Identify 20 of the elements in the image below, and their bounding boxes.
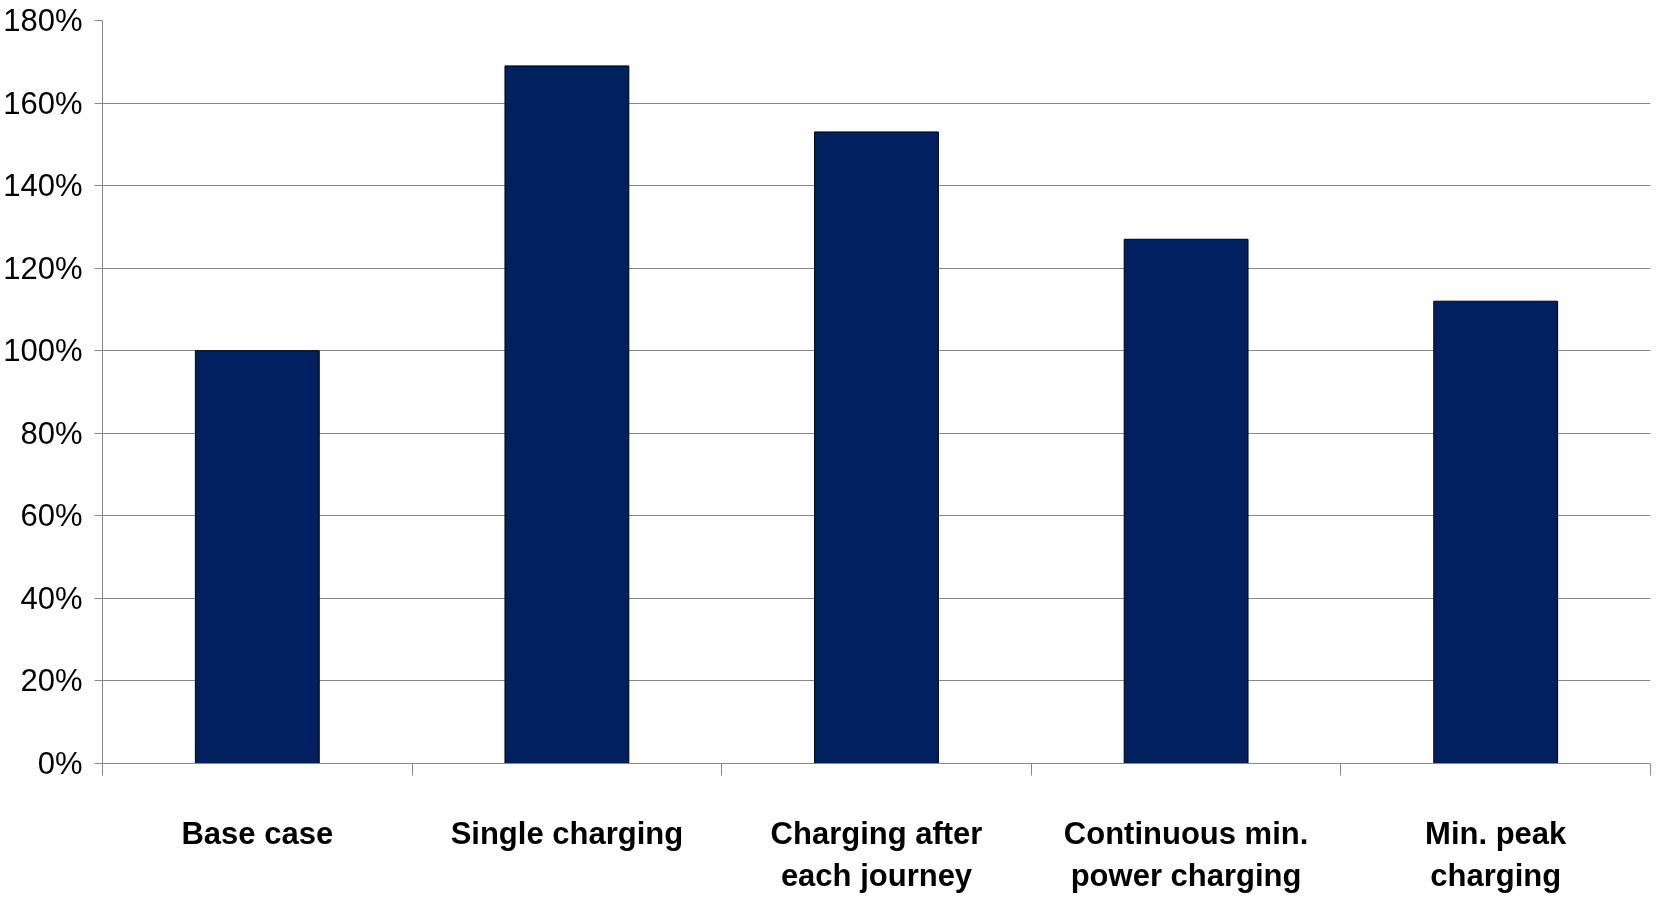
x-tick-label: Base case [181,815,334,851]
x-tick-label: Continuous min. power charging [1063,815,1309,893]
x-tick-label: Single charging [450,815,684,851]
y-tick-label: 20% [20,663,83,699]
bar [1123,238,1249,764]
bar [1433,300,1559,764]
y-tick-label: 100% [3,333,83,369]
y-tick-label: 180% [3,3,83,38]
bar [814,131,939,764]
y-tick-label: 120% [3,250,83,286]
y-tick-label: 140% [3,168,83,204]
x-tick-label: Min. peak charging [1425,815,1568,893]
y-tick-label: 40% [20,580,83,616]
y-tick-label: 160% [3,85,83,121]
bar [504,65,630,764]
y-tick-label: 60% [20,498,83,534]
y-tick-label: 80% [20,415,83,451]
bar [194,350,320,764]
y-tick-label: 0% [37,746,83,781]
x-tick-label: Charging after each journey [770,815,983,893]
